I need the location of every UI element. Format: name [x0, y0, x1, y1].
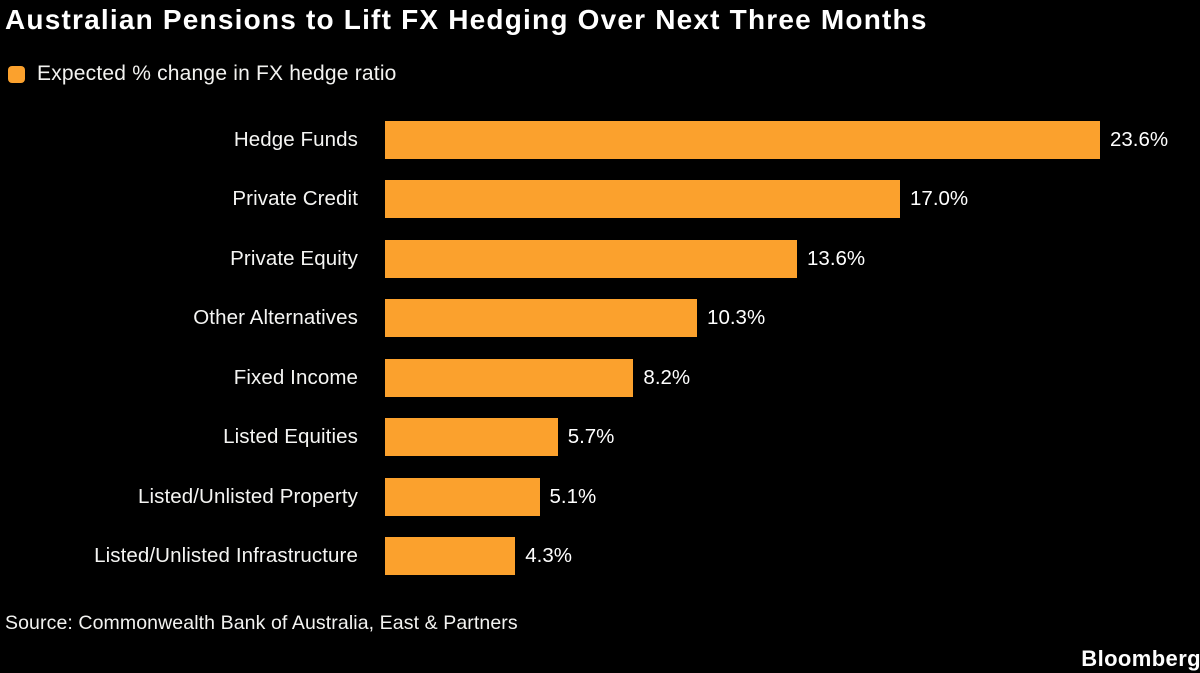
legend-swatch-icon [8, 65, 25, 83]
legend: Expected % change in FX hedge ratio [8, 62, 397, 86]
bar-track: 4.3% [385, 537, 1200, 576]
bar [385, 120, 1100, 159]
category-label: Listed/Unlisted Infrastructure [94, 544, 358, 568]
bar-row: Listed/Unlisted Property 5.1% [0, 467, 1200, 527]
bloomberg-logo: Bloomberg [1081, 646, 1200, 671]
bar [385, 477, 540, 516]
bar [385, 418, 558, 457]
value-label: 5.1% [549, 484, 597, 508]
value-label: 4.3% [525, 544, 572, 568]
category-label: Listed Equities [223, 425, 358, 449]
bar [385, 537, 516, 576]
bar-track: 10.3% [385, 299, 1200, 338]
value-label: 5.7% [567, 425, 615, 449]
value-label: 23.6% [1110, 127, 1169, 151]
bar-track: 5.1% [385, 477, 1200, 516]
category-label: Listed/Unlisted Property [137, 484, 358, 508]
category-label: Fixed Income [233, 365, 358, 389]
category-label: Other Alternatives [193, 306, 358, 330]
category-label: Private Equity [230, 246, 358, 270]
category-label: Hedge Funds [233, 127, 358, 151]
legend-label: Expected % change in FX hedge ratio [37, 62, 397, 85]
bar [385, 299, 698, 338]
bar [385, 358, 634, 397]
source-note: Source: Commonwealth Bank of Australia, … [5, 612, 518, 634]
value-label: 13.6% [807, 246, 866, 270]
value-label: 10.3% [707, 306, 766, 330]
bar [385, 239, 798, 278]
bar-row: Listed/Unlisted Infrastructure 4.3% [0, 527, 1200, 587]
value-label: 17.0% [910, 187, 969, 211]
bar-row: Private Equity 13.6% [0, 229, 1200, 289]
bar-row: Fixed Income 8.2% [0, 348, 1200, 408]
bar-track: 17.0% [385, 180, 1200, 219]
bar-track: 5.7% [385, 418, 1200, 457]
bar-track: 13.6% [385, 239, 1200, 278]
bar-row: Hedge Funds 23.6% [0, 110, 1200, 170]
bar [385, 180, 901, 219]
category-label: Private Credit [232, 187, 358, 211]
bar-chart: Hedge Funds 23.6% Private Credit 17.0% Priva… [0, 110, 1200, 586]
bar-track: 8.2% [385, 358, 1200, 397]
chart-title: Australian Pensions to Lift FX Hedging O… [5, 4, 928, 35]
value-label: 8.2% [643, 365, 691, 389]
bar-row: Other Alternatives 10.3% [0, 289, 1200, 349]
bar-row: Listed Equities 5.7% [0, 408, 1200, 468]
bar-track: 23.6% [385, 120, 1200, 159]
bar-row: Private Credit 17.0% [0, 170, 1200, 230]
